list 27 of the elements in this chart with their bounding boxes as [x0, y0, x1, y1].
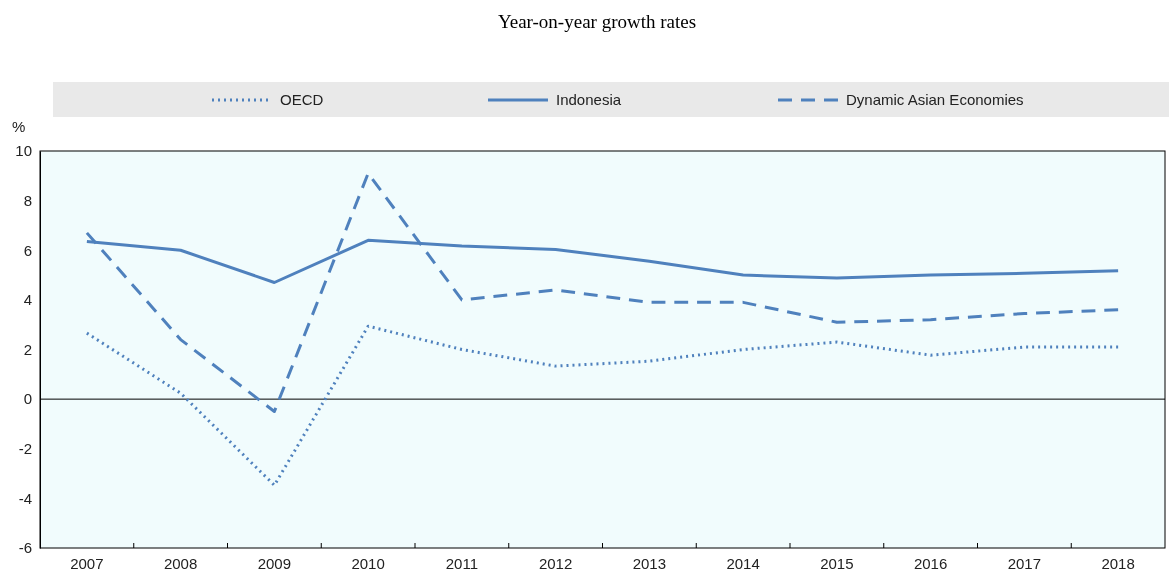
y-tick-label: 10 — [15, 142, 32, 160]
x-tick-label: 2011 — [445, 554, 479, 572]
y-tick-label: 2 — [23, 340, 32, 358]
x-tick-label: 2014 — [726, 554, 760, 572]
x-tick-label: 2016 — [913, 554, 948, 572]
y-tick-label: 6 — [23, 241, 32, 259]
line-series — [85, 324, 1120, 487]
chart-title: Year-on-year growth rates — [497, 11, 697, 32]
x-tick-label: 2009 — [257, 554, 292, 572]
legend-label: Dynamic Asian Economies — [846, 91, 1024, 108]
legend-label: Indonesia — [556, 91, 622, 108]
x-tick-label: 2015 — [820, 554, 854, 572]
legend-label: OECD — [280, 91, 324, 108]
x-tick-label: 2018 — [1101, 554, 1135, 572]
y-tick-label: -2 — [18, 440, 32, 458]
x-tick-label: 2017 — [1007, 554, 1042, 572]
x-tick-label: 2013 — [632, 554, 667, 572]
x-tick-label: 2012 — [538, 554, 573, 572]
y-axis-title: % — [12, 118, 26, 135]
y-tick-label: 0 — [23, 390, 32, 408]
x-tick-label: 2010 — [351, 554, 385, 572]
y-tick-label: 8 — [23, 191, 32, 209]
y-tick-label: 4 — [23, 291, 32, 309]
x-tick-label: 2007 — [70, 554, 104, 572]
y-tick-label: -4 — [18, 489, 32, 507]
y-tick-label: -6 — [18, 539, 32, 557]
x-tick-label: 2008 — [163, 554, 198, 572]
